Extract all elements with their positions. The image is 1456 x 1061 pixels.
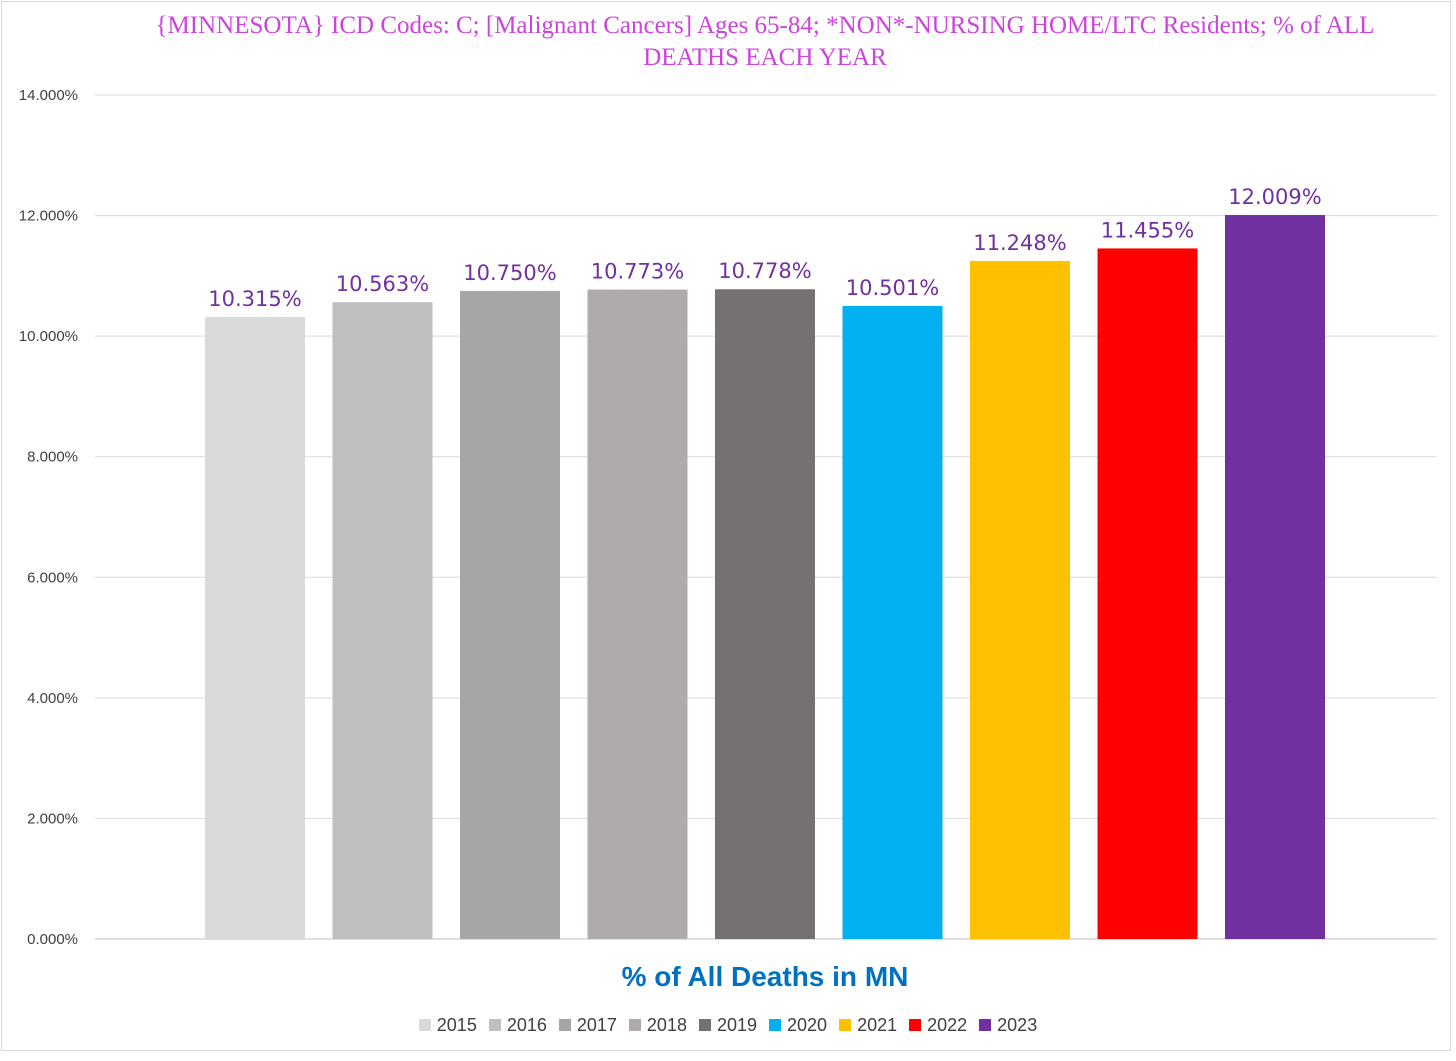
bar-2021	[970, 260, 1070, 940]
data-label: 10.750%	[463, 261, 556, 285]
y-tick-label: 10.000%	[19, 328, 78, 345]
legend-swatch	[418, 1019, 431, 1031]
y-tick-label: 8.000%	[27, 449, 78, 466]
legend-item-2016: 2016	[488, 1015, 547, 1036]
chart-title: {MINNESOTA} ICD Codes: C; [Malignant Can…	[155, 12, 1375, 71]
legend: 2015 2016 2017 2018 2019 2020 2021 2022 2023	[0, 1015, 1456, 1036]
bar-2018	[587, 289, 688, 939]
legend-swatch	[979, 1019, 992, 1031]
data-label: 11.248%	[973, 231, 1066, 255]
legend-label: 2022	[927, 1015, 968, 1035]
legend-label: 2020	[787, 1015, 828, 1035]
data-label: 11.455%	[1101, 218, 1194, 242]
x-axis-title: % of All Deaths in MN	[621, 961, 909, 992]
legend-item-2019: 2019	[698, 1015, 758, 1036]
y-tick-label: 4.000%	[27, 690, 78, 707]
legend-swatch	[909, 1019, 922, 1031]
legend-label: 2019	[716, 1015, 758, 1035]
bar-2022	[1097, 248, 1198, 940]
legend-item-2020: 2020	[769, 1015, 827, 1036]
legend-item-2015: 2015	[418, 1015, 477, 1036]
data-label: 10.315%	[208, 287, 301, 311]
data-label: 10.778%	[718, 259, 811, 283]
bar-2023	[1225, 215, 1325, 939]
y-tick-label: 12.000%	[19, 208, 78, 225]
y-tick-label: 2.000%	[27, 810, 78, 827]
bar-2019	[715, 289, 815, 939]
legend-swatch	[628, 1019, 641, 1031]
y-tick-label: 14.000%	[19, 87, 78, 104]
bar-2017	[460, 290, 560, 939]
legend-item-2021: 2021	[839, 1015, 897, 1036]
legend-item-2018: 2018	[628, 1015, 687, 1036]
legend-label: 2023	[997, 1015, 1038, 1035]
legend-item-2017: 2017	[558, 1015, 617, 1036]
legend-item-2023: 2023	[979, 1015, 1037, 1036]
legend-swatch	[488, 1019, 501, 1031]
legend-swatch	[839, 1019, 852, 1031]
bar-2020	[842, 305, 943, 940]
legend-label: 2018	[646, 1015, 687, 1035]
bar-2015	[205, 317, 305, 940]
legend-label: 2021	[857, 1015, 898, 1035]
data-label: 10.563%	[336, 272, 429, 296]
legend-label: 2016	[506, 1015, 547, 1035]
legend-label: 2015	[436, 1015, 477, 1035]
legend-label: 2017	[576, 1015, 617, 1035]
legend-swatch	[769, 1019, 782, 1031]
legend-item-2022: 2022	[909, 1015, 967, 1036]
legend-swatch	[698, 1019, 711, 1031]
data-label: 12.009%	[1228, 185, 1321, 209]
y-tick-label: 6.000%	[27, 569, 78, 586]
bar-2016	[332, 302, 433, 939]
y-tick-label: 0.000%	[27, 931, 78, 948]
data-label: 10.773%	[591, 260, 684, 284]
legend-swatch	[558, 1019, 571, 1031]
data-label: 10.501%	[846, 276, 939, 300]
